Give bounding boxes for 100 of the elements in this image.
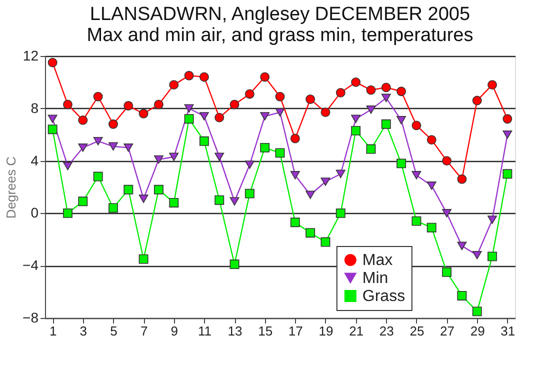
point: [124, 101, 134, 110]
point: [244, 160, 254, 169]
point: [290, 218, 300, 228]
point: [320, 178, 330, 186]
x-tick-label: 19: [318, 324, 334, 338]
x-tick-label: 5: [110, 324, 118, 338]
point: [396, 86, 406, 96]
point: [78, 196, 88, 206]
x-tick-label: 3: [80, 324, 88, 338]
point: [260, 142, 270, 152]
y-tick-label: 0: [30, 204, 39, 221]
point: [124, 144, 134, 152]
x-tick-label: 21: [349, 324, 364, 338]
point: [351, 114, 361, 124]
point: [488, 80, 497, 90]
point: [108, 203, 118, 213]
legend-label: Max: [362, 252, 393, 269]
point: [214, 195, 224, 205]
point: [472, 306, 482, 316]
point: [78, 115, 88, 125]
y-axis-title: Degrees C: [4, 156, 19, 219]
point: [502, 130, 512, 139]
point: [275, 108, 285, 116]
legend-label: Min: [362, 270, 388, 287]
point: [381, 82, 391, 92]
point: [154, 100, 164, 110]
point: [442, 267, 452, 277]
point: [230, 260, 240, 270]
point: [502, 169, 512, 179]
point: [138, 194, 148, 203]
point: [108, 142, 118, 151]
x-tick-label: 1: [49, 324, 57, 338]
point: [412, 216, 422, 226]
point: [169, 80, 179, 90]
x-tick-label: 25: [410, 324, 424, 338]
x-tick-label: 7: [140, 324, 148, 338]
point: [488, 216, 497, 224]
point: [230, 197, 240, 206]
point: [306, 190, 316, 200]
point: [138, 108, 148, 118]
x-tick-label: 23: [379, 324, 394, 338]
point: [260, 72, 270, 82]
text: LLANSADWRN, Anglesey DECEMBER 2005: [90, 4, 470, 25]
point: [320, 108, 330, 118]
point: [381, 119, 391, 129]
point: [48, 114, 58, 124]
point: [381, 94, 391, 102]
point: [336, 208, 346, 218]
y-tick-label: 12: [22, 48, 39, 64]
point: [366, 106, 376, 114]
y-tick-label: −4: [22, 257, 39, 274]
point: [124, 184, 134, 194]
point: [442, 156, 452, 166]
point: [63, 100, 72, 110]
x-tick-label: 9: [170, 324, 178, 338]
x-tick-label: 27: [440, 324, 455, 338]
point: [199, 72, 209, 82]
point: [184, 70, 194, 80]
x-tick-label: 29: [470, 324, 485, 338]
point: [184, 114, 194, 124]
point: [412, 120, 422, 130]
point: [488, 252, 497, 262]
point: [472, 96, 482, 106]
point: [93, 137, 103, 146]
point: [472, 250, 482, 260]
x-tick-label: 15: [258, 324, 273, 338]
point: [275, 148, 285, 158]
point: [457, 174, 467, 184]
point: [290, 134, 300, 144]
point: [457, 242, 467, 250]
x-tick-label: 17: [288, 324, 303, 338]
point: [78, 144, 88, 152]
point: [426, 182, 436, 190]
point: [351, 126, 361, 136]
point: [396, 116, 406, 124]
x-tick-label: 31: [500, 324, 516, 338]
point: [351, 77, 361, 87]
point: [426, 222, 436, 232]
point: [63, 208, 72, 218]
point: [48, 58, 58, 68]
point: [396, 158, 406, 168]
point: [426, 135, 436, 145]
point: [244, 188, 254, 198]
point: [320, 237, 330, 247]
point: [306, 228, 316, 238]
point: [214, 112, 224, 122]
point: [275, 92, 285, 102]
y-tick-label: 8: [30, 100, 39, 116]
point: [108, 119, 118, 129]
x-tick-label: 13: [228, 324, 242, 338]
point: [169, 198, 179, 208]
y-tick-label: 4: [30, 152, 39, 168]
point: [336, 88, 346, 98]
legend-label: Grass: [362, 288, 406, 305]
point: [366, 85, 376, 95]
point: [199, 136, 209, 146]
point: [48, 124, 58, 134]
point: [93, 172, 103, 182]
y-tick-label: −8: [22, 310, 39, 326]
point: [184, 104, 194, 113]
